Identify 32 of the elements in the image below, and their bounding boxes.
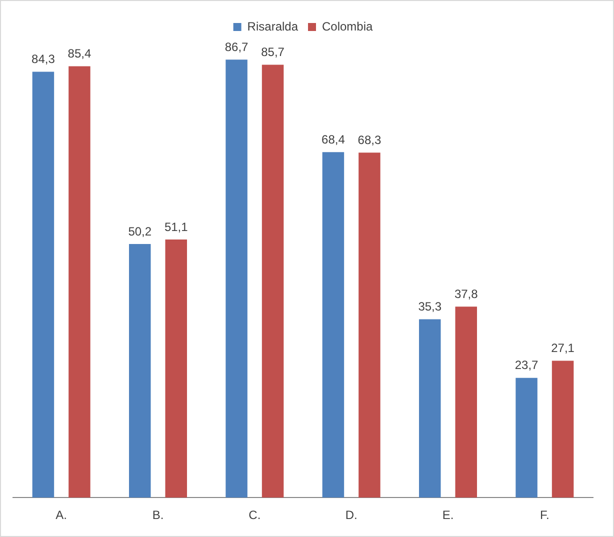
legend-label: Risaralda bbox=[247, 19, 298, 34]
data-label: 85,4 bbox=[68, 46, 92, 61]
data-label: 35,3 bbox=[418, 300, 442, 314]
bar bbox=[68, 66, 90, 498]
bar bbox=[262, 64, 284, 498]
data-label: 68,4 bbox=[322, 132, 346, 146]
bar bbox=[129, 244, 151, 498]
data-label: 86,7 bbox=[224, 40, 249, 54]
x-tick-label: D. bbox=[345, 508, 358, 522]
data-label: 84,3 bbox=[32, 52, 56, 66]
bar bbox=[552, 360, 574, 498]
data-label: 23,7 bbox=[514, 358, 539, 372]
data-label: 27,1 bbox=[551, 341, 575, 356]
bar bbox=[226, 60, 248, 498]
bar bbox=[419, 319, 441, 498]
legend-label: Colombia bbox=[322, 19, 374, 34]
data-label: 50,2 bbox=[128, 224, 152, 238]
x-tick-label: A. bbox=[56, 508, 68, 522]
data-label: 51,1 bbox=[164, 220, 188, 234]
bar bbox=[455, 306, 477, 498]
x-tick-label: E. bbox=[442, 508, 454, 522]
bar bbox=[322, 152, 344, 498]
bar bbox=[165, 239, 187, 498]
x-tick-label: F. bbox=[540, 508, 550, 522]
bar bbox=[516, 378, 538, 498]
x-tick-label: B. bbox=[152, 508, 164, 522]
bar bbox=[32, 72, 54, 498]
bar bbox=[358, 152, 380, 498]
data-label: 85,7 bbox=[261, 45, 285, 60]
data-label: 68,3 bbox=[358, 132, 382, 147]
x-tick-label: C. bbox=[248, 508, 261, 522]
data-label: 37,8 bbox=[454, 286, 478, 301]
